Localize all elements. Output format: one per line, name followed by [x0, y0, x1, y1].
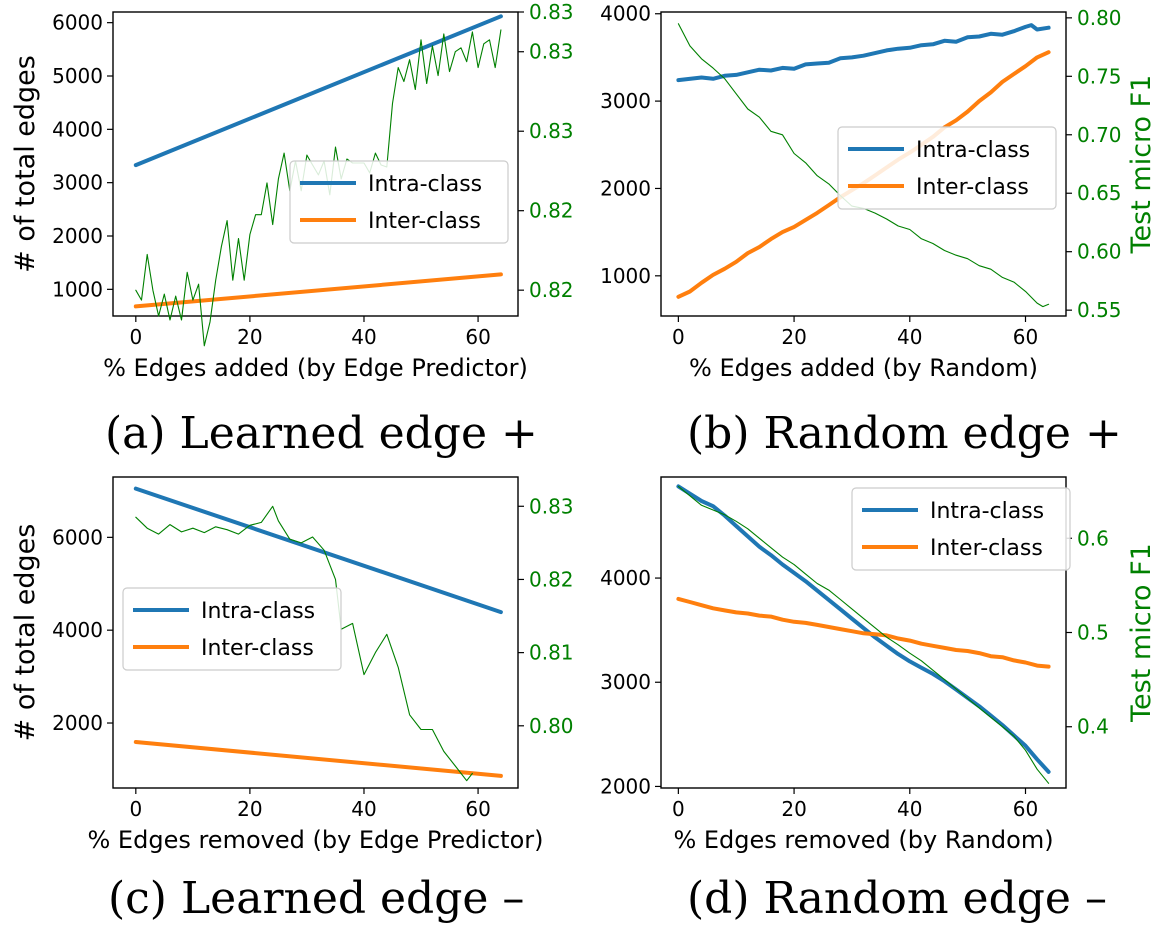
panel-b-x-tick-label: 40 — [897, 325, 922, 349]
panel-a-x-tick-label: 60 — [465, 325, 490, 349]
caption-c: (c) Learned edge – — [108, 873, 525, 924]
panel-a-intra-class-line — [133, 14, 503, 168]
panel-a-y-tick-label: 6000 — [52, 11, 103, 35]
panel-b-y-tick-label: 2000 — [600, 176, 651, 200]
panel-c-y-tick-label: 6000 — [52, 525, 103, 549]
panel-d-x-tick-label: 40 — [897, 797, 922, 821]
panel-b-y2-tick-label: 0.80 — [1077, 6, 1122, 30]
panel-d-legend-label-inter: Inter-class — [930, 536, 1043, 561]
panel-a-x-tick-label: 20 — [237, 325, 262, 349]
panel-b-y2-axis-label: Test micro F1 — [1126, 75, 1157, 255]
panel-b-y2-tick-label: 0.55 — [1077, 298, 1122, 322]
panel-a-x-tick-label: 40 — [351, 325, 376, 349]
panel-c-intra-class-line — [133, 486, 503, 615]
panel-a-y2-tick-label: 0.83 — [529, 0, 574, 24]
panel-c-legend-label-intra: Intra-class — [201, 599, 315, 624]
panel-a-frame — [112, 11, 519, 317]
panel-a-legend-label-intra: Intra-class — [368, 172, 482, 197]
panel-b-y2-tick-label: 0.65 — [1077, 181, 1122, 205]
panel-c-y2-tick-label: 0.82 — [529, 567, 574, 591]
panel-c-f1-line — [135, 505, 473, 782]
panel-b-y-tick-label: 1000 — [600, 264, 651, 288]
panel-a-y-tick-label: 5000 — [52, 64, 103, 88]
panel-b-y-tick-label: 4000 — [600, 2, 651, 26]
panel-a-x-axis-label: % Edges added (by Edge Predictor) — [103, 354, 528, 382]
panel-c-y2-tick-label: 0.83 — [529, 494, 574, 518]
panel-d-intra-class-line — [676, 484, 1051, 774]
panel-c-x-tick-label: 20 — [237, 797, 262, 821]
panel-d-inter-class-line — [676, 596, 1051, 669]
panel-a-legend-label-inter: Inter-class — [368, 209, 481, 234]
panel-d-y2-tick-label: 0.4 — [1077, 715, 1109, 739]
panel-d-y-tick-label: 4000 — [600, 566, 651, 590]
panel-a-x-tick-label: 0 — [129, 325, 142, 349]
panel-d-legend-label-intra: Intra-class — [930, 499, 1044, 524]
panel-d-y2-tick-label: 0.5 — [1077, 621, 1109, 645]
panel-a-y-tick-label: 4000 — [52, 117, 103, 141]
panel-c-frame — [112, 476, 519, 789]
panel-d-x-tick-label: 0 — [672, 797, 685, 821]
panel-a-y-tick-label: 3000 — [52, 171, 103, 195]
panel-c-x-tick-label: 60 — [465, 797, 490, 821]
caption-d: (d) Random edge – — [687, 873, 1107, 924]
panel-d-y-tick-label: 2000 — [600, 774, 651, 798]
panel-c-y2-tick-label: 0.80 — [529, 714, 574, 738]
panel-b-y2-tick-label: 0.70 — [1077, 123, 1122, 147]
panel-a-y2-tick-label: 0.83 — [529, 119, 574, 143]
panel-b-x-tick-label: 60 — [1013, 325, 1038, 349]
panel-b-y-tick-label: 3000 — [600, 89, 651, 113]
panel-c-y-tick-label: 4000 — [52, 618, 103, 642]
panel-b-y2-tick-label: 0.75 — [1077, 64, 1122, 88]
panel-d-y2-axis-label: Test micro F1 — [1126, 543, 1157, 723]
panel-a-y2-tick-label: 0.83 — [529, 40, 574, 64]
panel-b-legend-label-inter: Inter-class — [916, 175, 1029, 200]
panel-d-f1-line — [677, 485, 1050, 784]
panel-a-y2-tick-label: 0.82 — [529, 199, 574, 223]
panel-c-y-tick-label: 2000 — [52, 711, 103, 735]
panel-c-inter-class-line — [133, 740, 503, 778]
panel-d-x-tick-label: 20 — [781, 797, 806, 821]
panel-a-y-tick-label: 2000 — [52, 224, 103, 248]
panel-b-f1-line — [677, 23, 1050, 308]
panel-b-legend-label-intra: Intra-class — [916, 138, 1030, 163]
panel-c-legend-label-inter: Inter-class — [201, 636, 314, 661]
panel-c-y2-tick-label: 0.81 — [529, 641, 574, 665]
panel-b-x-tick-label: 20 — [781, 325, 806, 349]
panel-d-x-tick-label: 60 — [1013, 797, 1038, 821]
panel-d-y2-tick-label: 0.6 — [1077, 526, 1109, 550]
caption-a: (a) Learned edge + — [105, 408, 538, 459]
panel-a-inter-class-line — [133, 272, 503, 309]
panel-a-y-axis-label: # of total edges — [10, 55, 41, 273]
panel-b-x-axis-label: % Edges added (by Random) — [689, 354, 1038, 382]
panel-d-x-axis-label: % Edges removed (by Random) — [673, 826, 1053, 854]
panel-b-x-tick-label: 0 — [672, 325, 685, 349]
panel-d-y-tick-label: 3000 — [600, 670, 651, 694]
caption-b: (b) Random edge + — [687, 408, 1122, 459]
panel-c-x-axis-label: % Edges removed (by Edge Predictor) — [88, 826, 544, 854]
panel-b-y2-tick-label: 0.60 — [1077, 240, 1122, 264]
panel-c-y-axis-label: # of total edges — [10, 524, 41, 742]
panel-a-y-tick-label: 1000 — [52, 277, 103, 301]
panel-c-x-tick-label: 40 — [351, 797, 376, 821]
panel-a-y2-tick-label: 0.82 — [529, 278, 574, 302]
panel-c-x-tick-label: 0 — [129, 797, 142, 821]
panel-b-intra-class-line — [676, 23, 1051, 83]
panel-b-frame — [660, 11, 1067, 317]
